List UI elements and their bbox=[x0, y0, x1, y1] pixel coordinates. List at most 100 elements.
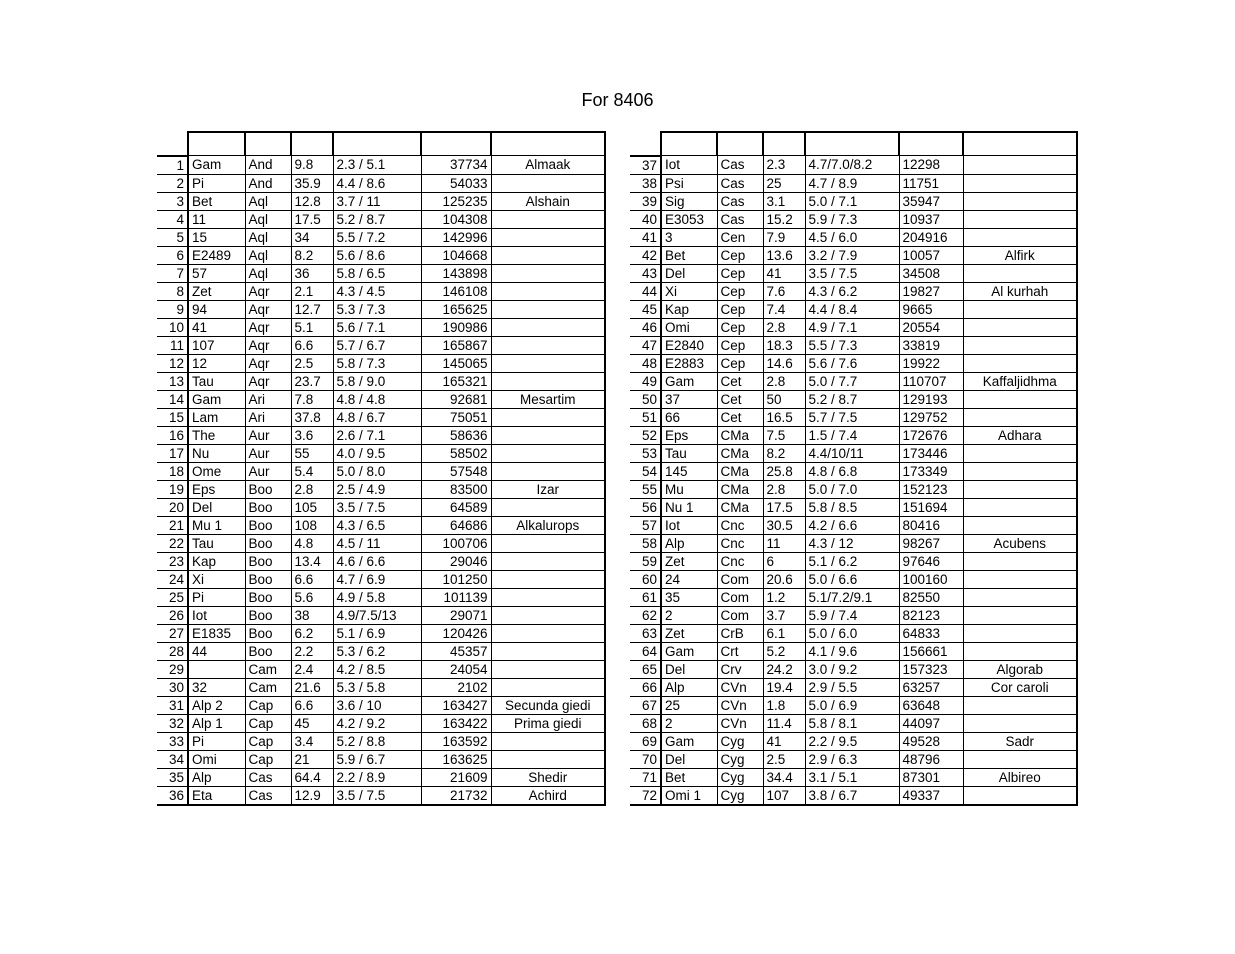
cell-con: CVn bbox=[717, 714, 763, 732]
cell-star: Bet bbox=[661, 768, 717, 786]
table-row: 70DelCyg2.52.9 / 6.348796 bbox=[630, 750, 1077, 768]
cell-idx: 65 bbox=[630, 660, 661, 678]
cell-idx: 29 bbox=[157, 660, 188, 678]
cell-dist: 18.3 bbox=[763, 336, 805, 354]
cell-name bbox=[491, 282, 605, 300]
cell-mag: 5.0 / 6.9 bbox=[805, 696, 899, 714]
cell-mag: 2.3 / 5.1 bbox=[333, 156, 421, 175]
tables-wrapper: 1GamAnd9.82.3 / 5.137734Almaak2PiAnd35.9… bbox=[90, 131, 1145, 806]
cell-idx: 53 bbox=[630, 444, 661, 462]
cell-con: Cet bbox=[717, 372, 763, 390]
cell-dist: 50 bbox=[763, 390, 805, 408]
cell-mag: 4.4/10/11 bbox=[805, 444, 899, 462]
cell-num: 9665 bbox=[899, 300, 963, 318]
table-row: 17NuAur554.0 / 9.558502 bbox=[157, 444, 605, 462]
cell-num: 82550 bbox=[899, 588, 963, 606]
table-row: 1041Aqr5.15.6 / 7.1190986 bbox=[157, 318, 605, 336]
cell-con: Boo bbox=[245, 624, 291, 642]
cell-dist: 41 bbox=[763, 732, 805, 750]
cell-star: 37 bbox=[661, 390, 717, 408]
cell-name bbox=[491, 210, 605, 228]
cell-name bbox=[963, 264, 1077, 282]
cell-con: Aqr bbox=[245, 318, 291, 336]
table-row: 57IotCnc30.54.2 / 6.680416 bbox=[630, 516, 1077, 534]
table-row: 3BetAql12.83.7 / 11125235Alshain bbox=[157, 192, 605, 210]
cell-mag: 4.9 / 5.8 bbox=[333, 588, 421, 606]
cell-star bbox=[188, 660, 245, 678]
cell-star: 12 bbox=[188, 354, 245, 372]
cell-num: 142996 bbox=[421, 228, 491, 246]
cell-star: Omi bbox=[188, 750, 245, 768]
cell-con: Cep bbox=[717, 318, 763, 336]
table-row: 5037Cet505.2 / 8.7129193 bbox=[630, 390, 1077, 408]
cell-idx: 32 bbox=[157, 714, 188, 732]
cell-con: Boo bbox=[245, 534, 291, 552]
table-row: 44XiCep7.64.3 / 6.219827Al kurhah bbox=[630, 282, 1077, 300]
table-row: 72Omi 1Cyg1073.8 / 6.749337 bbox=[630, 786, 1077, 805]
cell-num: 64686 bbox=[421, 516, 491, 534]
cell-num: 24054 bbox=[421, 660, 491, 678]
cell-con: Cas bbox=[717, 156, 763, 175]
cell-con: Aqr bbox=[245, 354, 291, 372]
cell-dist: 23.7 bbox=[291, 372, 333, 390]
cell-num: 120426 bbox=[421, 624, 491, 642]
cell-num: 49337 bbox=[899, 786, 963, 805]
table-row: 59ZetCnc65.1 / 6.297646 bbox=[630, 552, 1077, 570]
cell-star: Alp bbox=[661, 678, 717, 696]
cell-con: Boo bbox=[245, 570, 291, 588]
cell-idx: 28 bbox=[157, 642, 188, 660]
cell-mag: 5.9 / 7.4 bbox=[805, 606, 899, 624]
cell-num: 58502 bbox=[421, 444, 491, 462]
cell-num: 165867 bbox=[421, 336, 491, 354]
cell-dist: 6.1 bbox=[763, 624, 805, 642]
cell-star: Del bbox=[661, 750, 717, 768]
cell-num: 97646 bbox=[899, 552, 963, 570]
cell-num: 80416 bbox=[899, 516, 963, 534]
cell-star: Del bbox=[188, 498, 245, 516]
cell-con: Com bbox=[717, 606, 763, 624]
cell-mag: 5.0 / 7.0 bbox=[805, 480, 899, 498]
cell-idx: 60 bbox=[630, 570, 661, 588]
cell-dist: 2.8 bbox=[763, 372, 805, 390]
cell-star: E2489 bbox=[188, 246, 245, 264]
cell-name bbox=[491, 750, 605, 768]
cell-star: Mu 1 bbox=[188, 516, 245, 534]
table-row: 33PiCap3.45.2 / 8.8163592 bbox=[157, 732, 605, 750]
cell-idx: 37 bbox=[630, 156, 661, 175]
table-row: 39SigCas3.15.0 / 7.135947 bbox=[630, 192, 1077, 210]
cell-name: Mesartim bbox=[491, 390, 605, 408]
cell-star: Alp 1 bbox=[188, 714, 245, 732]
table-row: 411Aql17.55.2 / 8.7104308 bbox=[157, 210, 605, 228]
cell-idx: 2 bbox=[157, 174, 188, 192]
table-row: 45KapCep7.44.4 / 8.49665 bbox=[630, 300, 1077, 318]
cell-num: 34508 bbox=[899, 264, 963, 282]
cell-idx: 31 bbox=[157, 696, 188, 714]
cell-mag: 4.9/7.5/13 bbox=[333, 606, 421, 624]
cell-name bbox=[491, 588, 605, 606]
cell-mag: 5.0 / 8.0 bbox=[333, 462, 421, 480]
cell-idx: 56 bbox=[630, 498, 661, 516]
cell-name bbox=[963, 786, 1077, 805]
cell-star: 57 bbox=[188, 264, 245, 282]
cell-con: CMa bbox=[717, 444, 763, 462]
cell-name bbox=[963, 516, 1077, 534]
cell-mag: 2.9 / 5.5 bbox=[805, 678, 899, 696]
cell-dist: 5.4 bbox=[291, 462, 333, 480]
cell-con: And bbox=[245, 156, 291, 175]
cell-con: Aur bbox=[245, 426, 291, 444]
cell-num: 83500 bbox=[421, 480, 491, 498]
cell-idx: 46 bbox=[630, 318, 661, 336]
cell-dist: 12.7 bbox=[291, 300, 333, 318]
cell-mag: 5.1 / 6.9 bbox=[333, 624, 421, 642]
cell-idx: 10 bbox=[157, 318, 188, 336]
cell-idx: 13 bbox=[157, 372, 188, 390]
cell-mag: 4.2 / 6.6 bbox=[805, 516, 899, 534]
cell-num: 57548 bbox=[421, 462, 491, 480]
table-row: 54145CMa25.84.8 / 6.8173349 bbox=[630, 462, 1077, 480]
cell-name bbox=[963, 192, 1077, 210]
cell-idx: 20 bbox=[157, 498, 188, 516]
cell-con: And bbox=[245, 174, 291, 192]
cell-idx: 62 bbox=[630, 606, 661, 624]
cell-dist: 20.6 bbox=[763, 570, 805, 588]
cell-con: Boo bbox=[245, 480, 291, 498]
